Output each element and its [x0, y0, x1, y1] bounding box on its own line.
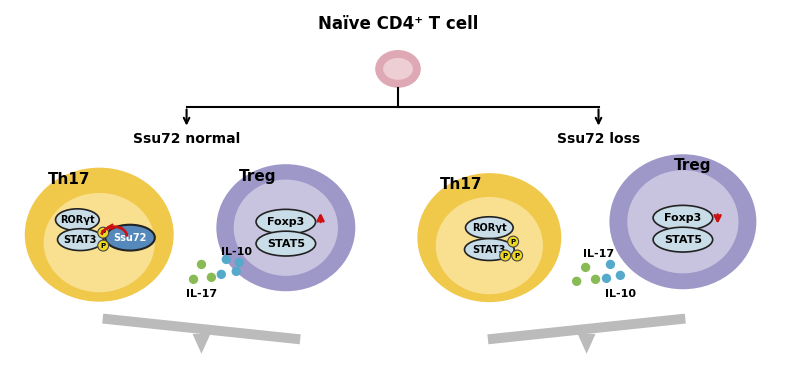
- Text: Treg: Treg: [239, 169, 277, 184]
- Text: RORγt: RORγt: [472, 223, 507, 233]
- Ellipse shape: [653, 227, 713, 252]
- Text: P: P: [503, 253, 508, 259]
- Ellipse shape: [44, 193, 155, 292]
- Text: P: P: [511, 239, 516, 245]
- Polygon shape: [102, 314, 300, 344]
- Ellipse shape: [234, 179, 338, 276]
- Text: P: P: [100, 230, 106, 236]
- Circle shape: [582, 264, 590, 271]
- Ellipse shape: [375, 50, 421, 88]
- Ellipse shape: [216, 164, 355, 291]
- Ellipse shape: [25, 168, 174, 302]
- Text: STAT3: STAT3: [64, 234, 97, 245]
- Ellipse shape: [56, 209, 99, 231]
- Text: RORγt: RORγt: [60, 215, 95, 225]
- Text: Treg: Treg: [674, 158, 712, 173]
- Circle shape: [198, 261, 206, 268]
- Ellipse shape: [436, 197, 543, 294]
- Text: IL-17: IL-17: [186, 289, 217, 299]
- Text: Th17: Th17: [440, 176, 483, 192]
- Circle shape: [207, 273, 215, 281]
- Polygon shape: [488, 314, 686, 344]
- Ellipse shape: [610, 154, 756, 289]
- Text: Foxp3: Foxp3: [664, 213, 701, 223]
- Circle shape: [591, 275, 599, 283]
- Ellipse shape: [57, 229, 103, 251]
- Text: STAT5: STAT5: [267, 239, 304, 248]
- Ellipse shape: [508, 236, 519, 247]
- Circle shape: [603, 274, 611, 282]
- Text: IL-17: IL-17: [583, 248, 614, 259]
- Circle shape: [218, 270, 226, 278]
- Circle shape: [616, 271, 624, 279]
- Ellipse shape: [465, 239, 514, 261]
- Text: P: P: [100, 242, 106, 248]
- Text: Th17: Th17: [48, 172, 91, 187]
- Ellipse shape: [105, 225, 155, 251]
- Text: Ssu72 loss: Ssu72 loss: [557, 132, 640, 146]
- Circle shape: [190, 275, 198, 283]
- Ellipse shape: [512, 250, 523, 261]
- Ellipse shape: [627, 170, 739, 273]
- Ellipse shape: [256, 231, 316, 256]
- Ellipse shape: [383, 58, 413, 80]
- Ellipse shape: [256, 209, 316, 234]
- Ellipse shape: [418, 173, 561, 302]
- Ellipse shape: [465, 217, 513, 239]
- Text: STAT3: STAT3: [473, 245, 506, 254]
- Polygon shape: [578, 334, 595, 354]
- Circle shape: [232, 267, 240, 275]
- Circle shape: [573, 277, 581, 285]
- Text: P: P: [515, 253, 520, 259]
- Polygon shape: [193, 334, 210, 354]
- Ellipse shape: [500, 250, 511, 261]
- Text: Foxp3: Foxp3: [267, 217, 304, 227]
- Text: Naïve CD4⁺ T cell: Naïve CD4⁺ T cell: [318, 15, 478, 33]
- Ellipse shape: [653, 205, 713, 230]
- Ellipse shape: [98, 240, 108, 251]
- Text: IL-10: IL-10: [221, 247, 252, 256]
- Text: Ssu72 normal: Ssu72 normal: [133, 132, 240, 146]
- Circle shape: [222, 256, 230, 264]
- Text: Ssu72: Ssu72: [113, 233, 147, 243]
- Ellipse shape: [98, 227, 108, 238]
- Text: IL-10: IL-10: [605, 289, 636, 299]
- Circle shape: [607, 261, 614, 268]
- Text: STAT5: STAT5: [664, 234, 702, 245]
- Circle shape: [235, 259, 243, 267]
